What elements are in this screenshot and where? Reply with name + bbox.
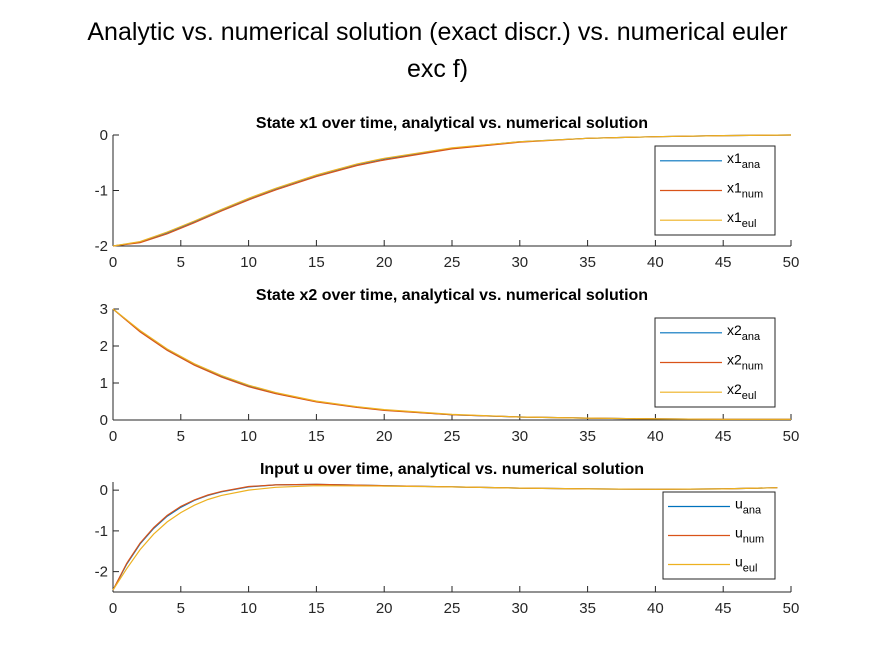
x-tick-label: 25: [444, 254, 461, 271]
x-tick-label: 10: [240, 428, 257, 445]
x-tick-label: 50: [783, 428, 800, 445]
subplot-1: State x1 over time, analytical vs. numer…: [95, 115, 800, 271]
x-tick-label: 0: [109, 428, 117, 445]
subplot-title: Input u over time, analytical vs. numeri…: [260, 461, 644, 478]
x-tick-label: 45: [715, 600, 732, 617]
y-tick-label: 0: [100, 127, 108, 144]
series-line-u-eul: [112, 485, 778, 591]
x-tick-label: 30: [511, 600, 528, 617]
x-tick-label: 50: [783, 254, 800, 271]
series-line-x1-eul: [112, 134, 792, 247]
y-tick-label: 0: [100, 412, 108, 429]
x-tick-label: 30: [511, 428, 528, 445]
x-tick-label: 15: [308, 600, 325, 617]
x-tick-label: 0: [109, 600, 117, 617]
y-tick-label: 2: [100, 338, 108, 355]
x-tick-label: 20: [376, 428, 393, 445]
x-tick-label: 45: [715, 254, 732, 271]
x-tick-label: 10: [240, 254, 257, 271]
subplot-title: State x2 over time, analytical vs. numer…: [256, 287, 648, 304]
x-tick-label: 35: [579, 254, 596, 271]
y-tick-label: -2: [95, 238, 108, 255]
x-tick-label: 5: [177, 600, 185, 617]
y-tick-label: -1: [95, 183, 108, 200]
x-tick-label: 35: [579, 428, 596, 445]
x-tick-label: 25: [444, 428, 461, 445]
y-tick-label: 3: [100, 301, 108, 318]
figure-title-line-2: exc f): [406, 55, 469, 83]
x-tick-label: 5: [177, 428, 185, 445]
y-tick-label: -1: [95, 523, 108, 540]
x-tick-label: 30: [511, 254, 528, 271]
x-tick-label: 40: [647, 428, 664, 445]
figure-title-line-1: Analytic vs. numerical solution (exact d…: [87, 18, 788, 46]
y-tick-label: 1: [100, 375, 108, 392]
x-tick-label: 0: [109, 254, 117, 271]
figure-title: Analytic vs. numerical solution (exact d…: [0, 14, 875, 88]
x-tick-label: 40: [647, 600, 664, 617]
x-tick-label: 40: [647, 254, 664, 271]
x-tick-label: 15: [308, 254, 325, 271]
x-tick-label: 10: [240, 600, 257, 617]
subplot-2: State x2 over time, analytical vs. numer…: [100, 287, 800, 445]
subplot-3: Input u over time, analytical vs. numeri…: [95, 461, 800, 617]
x-tick-label: 35: [579, 600, 596, 617]
x-tick-label: 15: [308, 428, 325, 445]
x-tick-label: 25: [444, 600, 461, 617]
y-tick-label: -2: [95, 564, 108, 581]
series-line-x2-eul: [112, 308, 791, 420]
x-tick-label: 20: [376, 600, 393, 617]
x-tick-label: 20: [376, 254, 393, 271]
subplot-title: State x1 over time, analytical vs. numer…: [256, 115, 648, 132]
x-tick-label: 45: [715, 428, 732, 445]
y-tick-label: 0: [100, 482, 108, 499]
x-tick-label: 5: [177, 254, 185, 271]
x-tick-label: 50: [783, 600, 800, 617]
